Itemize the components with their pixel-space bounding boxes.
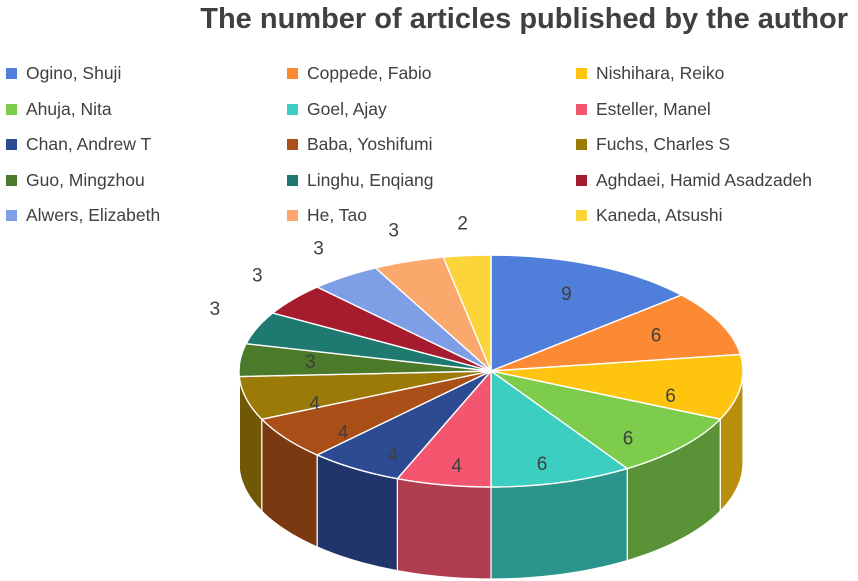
pie-slice bbox=[490, 294, 742, 372]
legend-item: Baba, Yoshifumi bbox=[287, 127, 576, 163]
legend-swatch bbox=[287, 174, 298, 186]
legend-label: Aghdaei, Hamid Asadzadeh bbox=[596, 169, 812, 190]
legend-item: He, Tao bbox=[287, 198, 576, 234]
data-label: 3 bbox=[305, 352, 316, 373]
data-label: 6 bbox=[623, 429, 634, 450]
pie-top-faces bbox=[238, 254, 744, 488]
legend-label: Linghu, Enqiang bbox=[307, 169, 434, 190]
data-label: 4 bbox=[451, 456, 462, 477]
legend-item: Kaneda, Atsushi bbox=[576, 198, 858, 234]
legend-swatch bbox=[287, 139, 298, 151]
pie-slice bbox=[490, 369, 629, 488]
legend-swatch bbox=[287, 103, 298, 115]
data-label: 6 bbox=[537, 454, 548, 475]
pie-side-walls bbox=[238, 370, 744, 580]
data-label: 4 bbox=[309, 394, 320, 415]
legend-item: Esteller, Manel bbox=[576, 92, 858, 128]
legend-label: Coppede, Fabio bbox=[307, 63, 432, 84]
data-label: 3 bbox=[313, 239, 324, 260]
legend-label: Guo, Mingzhou bbox=[26, 169, 145, 190]
data-label: 2 bbox=[457, 214, 468, 235]
legend-swatch bbox=[576, 139, 587, 151]
data-label: 6 bbox=[665, 386, 676, 407]
legend-item: Chan, Andrew T bbox=[6, 127, 287, 163]
legend-item: Coppede, Fabio bbox=[287, 56, 576, 92]
pie-slice-side bbox=[396, 477, 492, 580]
legend-item: Ahuja, Nita bbox=[6, 92, 287, 128]
data-label: 4 bbox=[338, 422, 349, 443]
legend-swatch bbox=[287, 210, 298, 222]
legend-swatch bbox=[576, 68, 587, 80]
legend-item: Aghdaei, Hamid Asadzadeh bbox=[576, 163, 858, 199]
data-label: 9 bbox=[561, 284, 572, 305]
pie-slice bbox=[490, 353, 744, 420]
legend-label: Ahuja, Nita bbox=[26, 98, 112, 119]
legend-label: Chan, Andrew T bbox=[26, 134, 152, 155]
legend-item: Linghu, Enqiang bbox=[287, 163, 576, 199]
pie-slice bbox=[490, 370, 722, 470]
legend-label: Ogino, Shuji bbox=[26, 63, 122, 84]
data-label: 6 bbox=[651, 325, 662, 346]
data-label: 3 bbox=[388, 221, 399, 242]
pie-slice bbox=[442, 254, 492, 372]
legend-item: Nishihara, Reiko bbox=[576, 56, 858, 92]
legend-item: Alwers, Elizabeth bbox=[6, 198, 287, 234]
legend-label: He, Tao bbox=[307, 205, 367, 226]
legend-label: Alwers, Elizabeth bbox=[26, 205, 161, 226]
legend-label: Kaneda, Atsushi bbox=[596, 205, 723, 226]
legend-swatch bbox=[287, 68, 298, 80]
legend-label: Baba, Yoshifumi bbox=[307, 134, 433, 155]
legend-swatch bbox=[6, 139, 17, 151]
legend-label: Nishihara, Reiko bbox=[596, 63, 725, 84]
legend-label: Goel, Ajay bbox=[307, 98, 387, 119]
legend-item: Guo, Mingzhou bbox=[6, 163, 287, 199]
legend-label: Fuchs, Charles S bbox=[596, 134, 731, 155]
legend-item: Ogino, Shuji bbox=[6, 56, 287, 92]
legend-swatch bbox=[576, 174, 587, 186]
pie-slice bbox=[490, 254, 684, 373]
data-label: 3 bbox=[210, 299, 221, 320]
data-label: 4 bbox=[388, 444, 399, 465]
chart-legend: Ogino, Shuji Coppede, Fabio Nishihara, Rei… bbox=[6, 56, 858, 234]
data-label: 3 bbox=[252, 265, 263, 286]
legend-item: Fuchs, Charles S bbox=[576, 127, 858, 163]
legend-item: Goel, Ajay bbox=[287, 92, 576, 128]
legend-swatch bbox=[6, 174, 17, 186]
legend-swatch bbox=[6, 68, 17, 80]
legend-swatch bbox=[6, 103, 17, 115]
legend-label: Esteller, Manel bbox=[596, 98, 711, 119]
chart-title: The number of articles published by the … bbox=[200, 3, 848, 35]
legend-swatch bbox=[576, 103, 587, 115]
legend-swatch bbox=[6, 210, 17, 222]
legend-swatch bbox=[576, 210, 587, 222]
